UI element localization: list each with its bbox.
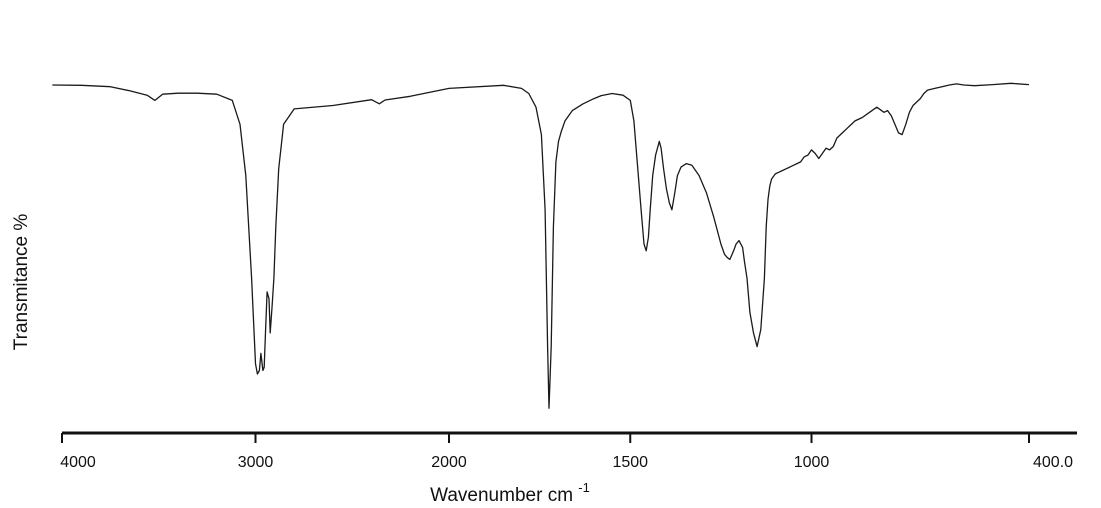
x-tick-label: 1000 [794, 454, 830, 471]
x-axis-ticks: 4000 3000 2000 1500 1000 400.0 [60, 433, 1073, 471]
x-tick-label: 400.0 [1033, 454, 1073, 471]
x-axis-title-text: Wavenumber cm [430, 485, 573, 506]
x-axis-title: Wavenumber cm -1 [430, 480, 590, 506]
x-tick-label: 2000 [431, 454, 467, 471]
x-tick-label: 4000 [60, 454, 96, 471]
plot-area [52, 82, 1030, 409]
y-axis-title: Transmitance % [11, 214, 32, 351]
spectrum-line [52, 82, 1030, 409]
x-axis: 4000 3000 2000 1500 1000 400.0 [60, 431, 1077, 471]
x-axis-title-superscript: -1 [578, 480, 590, 495]
x-tick-label: 1500 [612, 454, 648, 471]
x-tick-label: 3000 [238, 454, 274, 471]
